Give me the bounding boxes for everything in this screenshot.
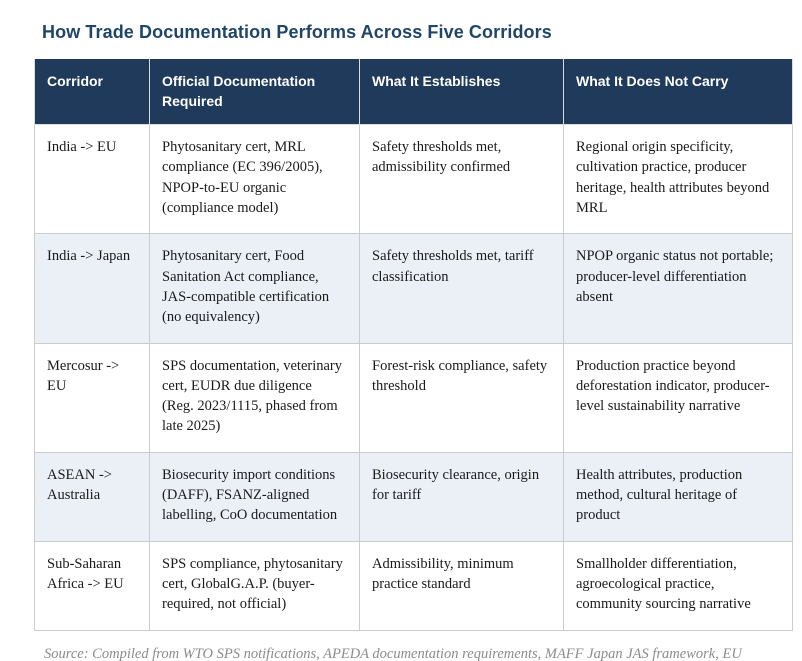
column-header-corridor: Corridor xyxy=(34,59,150,126)
not-carry-cell: Production practice beyond deforestation… xyxy=(563,342,793,453)
establishes-cell: Biosecurity clearance, origin for tariff xyxy=(359,451,564,542)
header-row: Corridor Official Documentation Required… xyxy=(34,59,793,126)
documentation-cell: SPS compliance, phytosanitary cert, Glob… xyxy=(149,540,360,631)
table-body: India -> EU Phytosanitary cert, MRL comp… xyxy=(34,124,793,631)
documentation-cell: SPS documentation, veterinary cert, EUDR… xyxy=(149,342,360,453)
establishes-cell: Safety thresholds met, tariff classifica… xyxy=(359,233,564,344)
establishes-cell: Admissibility, minimum practice standard xyxy=(359,540,564,631)
trade-corridors-table: Corridor Official Documentation Required… xyxy=(34,59,793,631)
table-row: ASEAN -> Australia Biosecurity import co… xyxy=(34,451,793,542)
table-header: Corridor Official Documentation Required… xyxy=(34,59,793,126)
establishes-cell: Forest-risk compliance, safety threshold xyxy=(359,342,564,453)
corridor-cell: India -> Japan xyxy=(34,233,150,344)
table-row: India -> Japan Phytosanitary cert, Food … xyxy=(34,233,793,344)
not-carry-cell: Health attributes, production method, cu… xyxy=(563,451,793,542)
documentation-cell: Phytosanitary cert, MRL compliance (EC 3… xyxy=(149,124,360,235)
column-header-establishes: What It Establishes xyxy=(359,59,564,126)
page-title: How Trade Documentation Performs Across … xyxy=(42,22,552,42)
establishes-cell: Safety thresholds met, admissibility con… xyxy=(359,124,564,235)
table-row: Mercosur -> EU SPS documentation, veteri… xyxy=(34,342,793,453)
not-carry-cell: Smallholder differentiation, agroecologi… xyxy=(563,540,793,631)
documentation-cell: Biosecurity import conditions (DAFF), FS… xyxy=(149,451,360,542)
column-header-documentation: Official Documentation Required xyxy=(149,59,360,126)
documentation-cell: Phytosanitary cert, Food Sanitation Act … xyxy=(149,233,360,344)
column-header-not-carry: What It Does Not Carry xyxy=(563,59,793,126)
corridor-cell: India -> EU xyxy=(34,124,150,235)
corridor-cell: ASEAN -> Australia xyxy=(34,451,150,542)
table-row: Sub-Saharan Africa -> EU SPS compliance,… xyxy=(34,540,793,631)
not-carry-cell: Regional origin specificity, cultivation… xyxy=(563,124,793,235)
corridor-cell: Sub-Saharan Africa -> EU xyxy=(34,540,150,631)
source-note: Source: Compiled from WTO SPS notificati… xyxy=(44,645,742,661)
corridor-cell: Mercosur -> EU xyxy=(34,342,150,453)
table-row: India -> EU Phytosanitary cert, MRL comp… xyxy=(34,124,793,235)
not-carry-cell: NPOP organic status not portable; produc… xyxy=(563,233,793,344)
